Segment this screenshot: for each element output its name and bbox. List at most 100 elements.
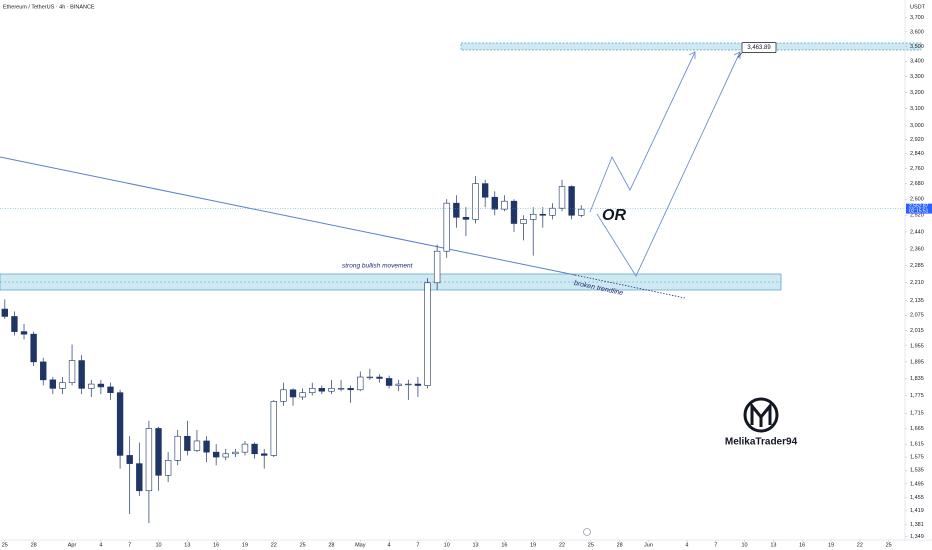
y-tick-label: 2,360 — [910, 246, 924, 252]
y-tick-label: 2,680 — [910, 181, 924, 187]
x-tick-label: 10 — [444, 542, 450, 548]
candle-body — [424, 282, 431, 386]
candle-body — [481, 183, 489, 198]
y-tick-label: 1,835 — [910, 376, 924, 382]
x-tick-label: 7 — [714, 542, 717, 548]
trendline-extension — [574, 274, 686, 299]
candle-body — [78, 360, 85, 389]
candle-body — [558, 186, 566, 209]
x-tick-label: 28 — [617, 542, 623, 548]
candle-body — [539, 213, 546, 216]
y-tick-label: 3,400 — [910, 59, 924, 65]
x-tick-label: 4 — [388, 542, 391, 548]
path-arrow-1 — [589, 51, 696, 213]
candle-body — [472, 183, 479, 220]
or-label: OR — [602, 207, 626, 224]
y-tick-label: 3,200 — [910, 90, 924, 96]
candle-body — [510, 200, 518, 224]
x-tick-label: 25 — [886, 542, 892, 548]
x-tick-label: Apr — [68, 542, 77, 548]
target-level — [737, 52, 743, 58]
x-tick-label: 13 — [472, 542, 478, 548]
symbol-title: Ethereum / TetherUS · 4h · BINANCE — [3, 4, 95, 10]
x-tick-label: 25 — [588, 542, 594, 548]
x-tick-label: 10 — [155, 542, 161, 548]
candle-body — [414, 383, 422, 386]
candle-body — [347, 388, 354, 391]
x-tick-label: 16 — [799, 542, 805, 548]
candle-body — [30, 333, 37, 363]
candle-body — [212, 451, 220, 458]
y-tick-label: 1,575 — [910, 454, 924, 460]
candle-body — [68, 360, 76, 383]
candle-body — [443, 202, 450, 252]
candle-body — [155, 428, 162, 476]
x-tick-label: 19 — [828, 542, 834, 548]
candle-body — [270, 401, 277, 456]
y-tick-label: 1,665 — [910, 426, 924, 432]
candle-body — [203, 440, 210, 453]
y-tick-label: 1,381 — [910, 522, 924, 528]
candle-body — [1, 308, 8, 317]
x-tick-label: 7 — [128, 542, 131, 548]
currency: USDT — [910, 4, 926, 10]
x-tick-label: 13 — [184, 542, 190, 548]
candle-body — [385, 378, 393, 386]
candle-body — [299, 392, 306, 398]
x-tick-label: 13 — [770, 542, 776, 548]
y-tick-label: 1,455 — [910, 495, 924, 501]
y-tick-label: 2,015 — [910, 328, 924, 334]
y-tick-label: 2,760 — [910, 166, 924, 172]
y-tick-label: 1,775 — [910, 393, 924, 399]
y-tick-label: 3,500 — [910, 44, 924, 50]
candle-body — [366, 376, 374, 379]
y-tick-label: 2,135 — [910, 298, 924, 304]
candle-body — [145, 428, 153, 492]
x-tick-label: 19 — [242, 542, 248, 548]
candle-body — [568, 186, 575, 216]
arrow-head-2 — [733, 51, 741, 59]
y-tick-label: 1,955 — [910, 343, 924, 349]
x-tick-label: 22 — [271, 542, 277, 548]
y-tick-label: 1,349 — [910, 534, 924, 540]
x-tick-label: 22 — [857, 542, 863, 548]
candle-body — [530, 213, 537, 220]
trendline — [0, 156, 576, 276]
watermark-text: MelikaTrader94 — [725, 437, 798, 448]
x-tick-label: 25 — [2, 542, 8, 548]
y-tick-label: 1,715 — [910, 411, 924, 417]
y-tick-label: 3,000 — [910, 123, 924, 129]
candle-body — [20, 331, 28, 335]
x-tick-label: 22 — [559, 542, 565, 548]
y-tick-label: 2,210 — [910, 280, 924, 286]
candle-body — [357, 376, 364, 391]
last-price-label: 2,552.87 — [909, 204, 929, 210]
candle-body — [376, 376, 383, 379]
candle-body — [501, 200, 508, 210]
arrow-head-1 — [688, 51, 696, 59]
candle-body — [280, 389, 287, 402]
candle-body — [126, 455, 133, 464]
x-tick-label: 19 — [530, 542, 536, 548]
y-tick-label: 3,300 — [910, 74, 924, 80]
candle-body — [261, 453, 268, 456]
resistance-zone — [460, 42, 922, 51]
y-tick-label: 1,615 — [910, 442, 924, 448]
candle-body — [184, 435, 191, 451]
candle-body — [116, 392, 124, 456]
candle-body — [289, 389, 297, 398]
candle-body — [241, 443, 249, 453]
path-arrow-2 — [596, 51, 741, 277]
events-icon — [583, 528, 591, 536]
candle-body — [433, 250, 441, 284]
candle-body — [49, 379, 57, 389]
candle-body — [453, 202, 460, 218]
candle-body — [309, 388, 316, 393]
target-label: 3,463.89 — [747, 45, 771, 51]
candle-body — [232, 451, 239, 455]
bullish-label: strong bullish movement — [342, 263, 414, 270]
candle-body — [59, 382, 66, 389]
x-tick-label: 16 — [501, 542, 507, 548]
y-tick-label: 2,920 — [910, 137, 924, 143]
